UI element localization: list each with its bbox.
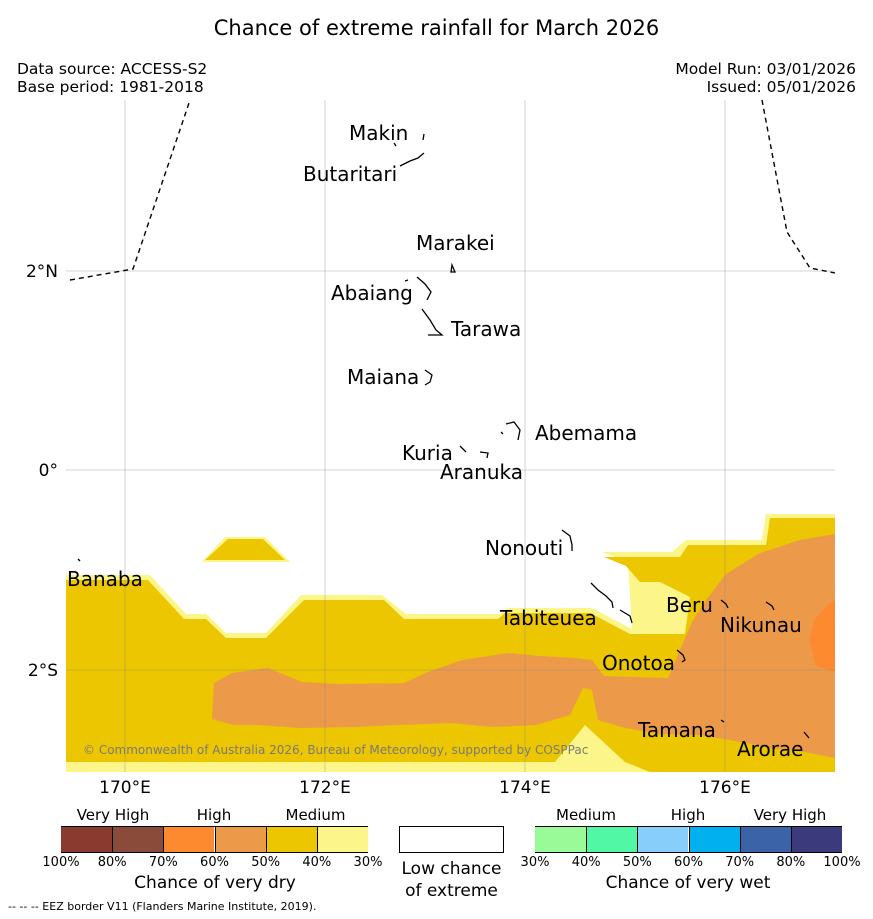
dry-swatch-1: [112, 827, 164, 852]
map-gridlines: [66, 100, 835, 772]
model-run: Model Run: 03/01/2026: [675, 60, 856, 78]
marakei-island-icon: [450, 262, 456, 273]
dry-50-60-region: [212, 534, 835, 758]
abaiang-island-icon: [404, 276, 432, 301]
label-onotoa: Onotoa: [602, 651, 675, 675]
data-source-info: Data source: ACCESS-S2 Base period: 1981…: [17, 60, 207, 96]
dry-tick-0: 100%: [42, 855, 80, 870]
nikunau-island-icon: [765, 601, 775, 611]
banaba-island-icon: [77, 558, 81, 562]
kuria-island-icon: [459, 445, 467, 453]
label-banaba: Banaba: [67, 567, 143, 591]
dry-tick-4: 50%: [251, 855, 281, 870]
dry-tick-3: 60%: [200, 855, 229, 870]
lat-label-2n: 2°N: [26, 262, 58, 282]
dry-swatch-2: [163, 827, 215, 852]
lon-label-174: 174°E: [499, 778, 551, 798]
onotoa-island-icon: [676, 649, 686, 663]
issued-date: Issued: 05/01/2026: [706, 78, 856, 96]
eez-border-lines: [69, 99, 836, 281]
eez-footnote: -- -- -- EEZ border V11 (Flanders Marine…: [8, 900, 317, 913]
wet-tick-2: 50%: [622, 855, 652, 870]
maiana-island-icon: [424, 369, 433, 386]
copyright-notice: © Commonwealth of Australia 2026, Bureau…: [83, 743, 588, 757]
lat-label-0: 0°: [39, 461, 58, 481]
wet-tick-3: 60%: [674, 855, 703, 870]
wet-swatch-0: [535, 827, 587, 852]
beru-island-icon: [720, 599, 729, 609]
low-caption-line1: Low chance: [401, 859, 502, 879]
label-beru: Beru: [666, 593, 713, 617]
wet-swatch-2: [637, 827, 689, 852]
wet-colorbar: [535, 826, 842, 853]
dry-colorbar: [61, 826, 368, 853]
abemama-island-icon: [500, 421, 521, 441]
base-period: Base period: 1981-2018: [17, 78, 204, 96]
wet-category-very-high: Very High: [753, 806, 827, 824]
wet-caption: Chance of very wet: [605, 873, 771, 893]
label-maiana: Maiana: [347, 365, 419, 389]
aranuka-island-icon: [479, 451, 489, 459]
makin-island-icon: [393, 133, 425, 147]
label-makin: Makin: [349, 121, 408, 145]
wet-swatch-4: [739, 827, 791, 852]
dry-swatch-4: [265, 827, 317, 852]
wet-tick-5: 80%: [776, 855, 806, 870]
butaritari-island-icon: [399, 152, 425, 167]
dry-swatch-5: [316, 827, 368, 852]
dry-category-high: High: [196, 806, 232, 824]
wet-tick-4: 70%: [725, 855, 755, 870]
label-abemama: Abemama: [535, 421, 637, 445]
low-chance-swatch: [399, 826, 504, 853]
dry-tick-2: 70%: [148, 855, 178, 870]
wet-category-medium: Medium: [556, 806, 616, 824]
lon-label-176: 176°E: [699, 778, 751, 798]
wet-swatch-3: [688, 827, 740, 852]
lon-label-172: 172°E: [299, 778, 351, 798]
nonouti-island-icon: [561, 529, 573, 551]
label-tarawa: Tarawa: [450, 317, 521, 341]
wet-tick-6: 100%: [823, 855, 861, 870]
wet-swatch-5: [790, 827, 842, 852]
label-tamana: Tamana: [637, 718, 716, 742]
dry-tick-6: 30%: [353, 855, 383, 870]
dry-caption: Chance of very dry: [134, 873, 296, 893]
dry-60-70-region: [810, 600, 835, 672]
tabiteuea-island-icon: [590, 582, 633, 624]
wet-category-high: High: [670, 806, 706, 824]
run-info: Model Run: 03/01/2026 Issued: 05/01/2026: [675, 60, 856, 96]
label-nikunau: Nikunau: [720, 613, 802, 637]
wet-tick-0: 30%: [520, 855, 550, 870]
chart-title: Chance of extreme rainfall for March 202…: [213, 16, 660, 40]
rainfall-shading: [66, 514, 835, 772]
label-tabiteuea: Tabiteuea: [499, 606, 597, 630]
dry-swatch-0: [61, 827, 113, 852]
island-outlines: [77, 133, 810, 739]
dry-category-medium: Medium: [285, 806, 346, 824]
dry-tick-1: 80%: [97, 855, 127, 870]
tarawa-island-icon: [421, 308, 444, 336]
label-nonouti: Nonouti: [485, 536, 563, 560]
label-abaiang: Abaiang: [331, 281, 413, 305]
label-arorae: Arorae: [737, 737, 803, 761]
wet-swatch-1: [586, 827, 638, 852]
dry-category-very-high: Very High: [76, 806, 150, 824]
low-chance-caption: Low chance of extreme: [380, 858, 523, 902]
data-source: Data source: ACCESS-S2: [17, 60, 208, 78]
label-aranuka: Aranuka: [440, 460, 523, 484]
dry-tick-5: 40%: [302, 855, 332, 870]
low-caption-line2: of extreme: [405, 881, 498, 901]
lat-label-2s: 2°S: [28, 661, 58, 681]
arorae-island-icon: [803, 731, 810, 739]
tamana-island-icon: [720, 719, 725, 723]
label-marakei: Marakei: [416, 231, 495, 255]
lon-label-170: 170°E: [99, 778, 151, 798]
label-kuria: Kuria: [402, 441, 453, 465]
dry-swatch-3: [214, 827, 266, 852]
label-butaritari: Butaritari: [303, 162, 397, 186]
wet-tick-1: 40%: [571, 855, 601, 870]
